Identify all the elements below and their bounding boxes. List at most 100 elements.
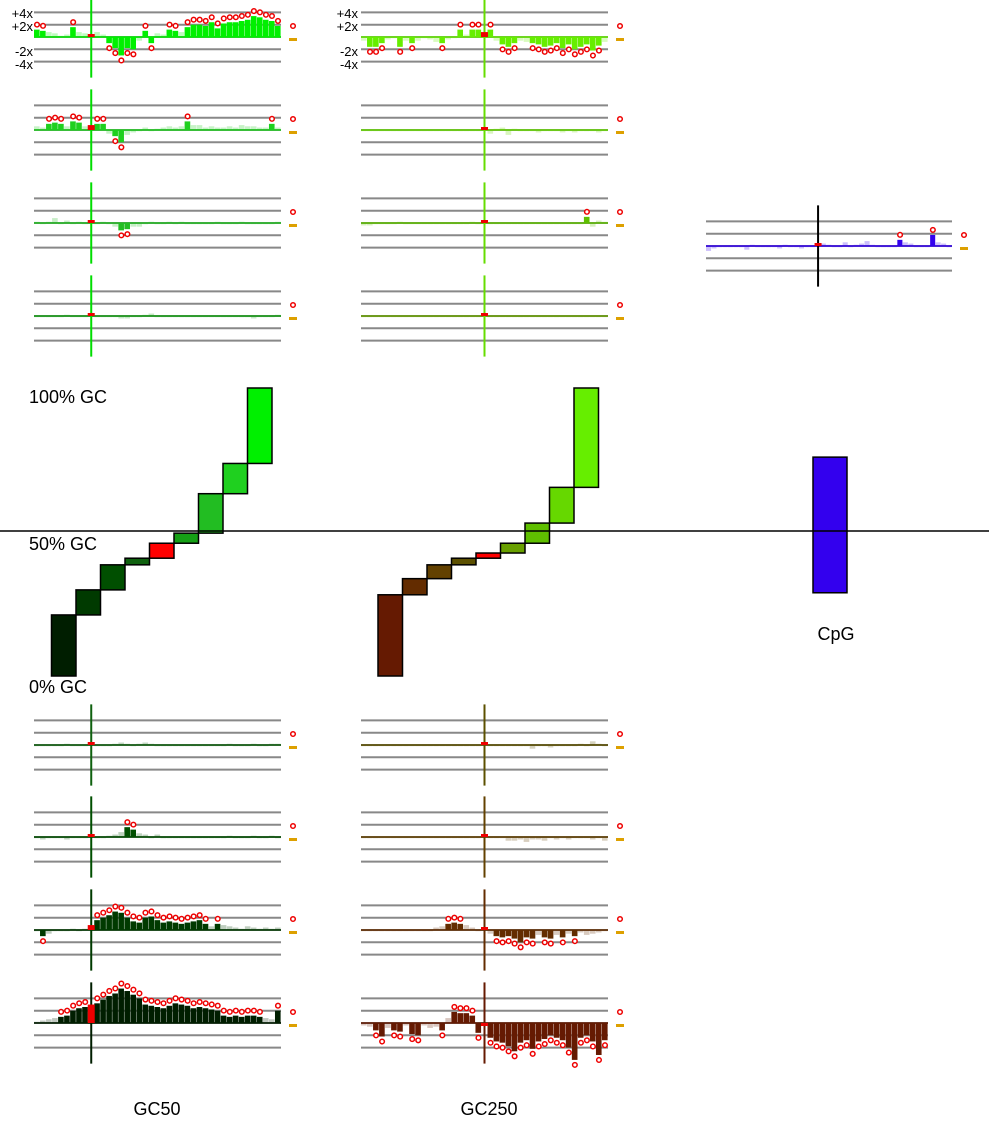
outlier-marker xyxy=(499,939,506,946)
outlier-marker xyxy=(220,15,227,22)
gc-bin-bar xyxy=(50,614,77,677)
data-bar xyxy=(142,834,149,837)
data-bar xyxy=(40,30,46,37)
outlier-marker xyxy=(589,52,596,59)
data-bar xyxy=(214,1010,221,1023)
data-bar xyxy=(46,32,52,37)
data-bar xyxy=(385,37,391,40)
data-bar xyxy=(232,1015,239,1023)
data-bar xyxy=(595,130,602,133)
data-bar xyxy=(256,127,263,130)
outlier-marker xyxy=(178,915,185,922)
sparkline-tracks xyxy=(33,0,968,1068)
data-bar xyxy=(842,242,848,246)
outlier-marker xyxy=(529,940,536,947)
data-bar xyxy=(589,741,596,745)
data-bar xyxy=(94,32,100,37)
data-bar xyxy=(112,911,118,930)
current-value-bar xyxy=(87,34,95,37)
outlier-marker xyxy=(118,980,125,987)
data-bar xyxy=(529,837,536,840)
data-bar xyxy=(124,37,130,49)
data-bar xyxy=(361,223,367,226)
outlier-marker xyxy=(511,940,518,947)
outlier-marker xyxy=(39,938,47,945)
outlier-marker xyxy=(571,938,578,945)
data-bar xyxy=(457,29,464,37)
outlier-marker xyxy=(499,1044,506,1051)
data-bar xyxy=(475,1023,482,1033)
data-bar xyxy=(196,24,203,37)
data-bar xyxy=(40,930,46,937)
outlier-marker xyxy=(208,1001,215,1008)
data-bar xyxy=(859,243,865,246)
cpg-track xyxy=(706,205,968,287)
data-bar xyxy=(583,37,590,45)
data-bar xyxy=(208,1009,215,1023)
data-bar xyxy=(274,25,281,37)
data-bar xyxy=(547,1023,554,1036)
summary-marker xyxy=(960,231,968,239)
data-bar xyxy=(595,1023,602,1055)
outlier-marker xyxy=(487,21,494,28)
data-bar xyxy=(100,34,106,37)
outlier-marker xyxy=(553,1039,560,1046)
current-value-bar xyxy=(481,1023,488,1026)
data-bar xyxy=(106,37,112,44)
data-bar xyxy=(601,837,608,841)
data-bar xyxy=(244,1015,251,1023)
data-bar xyxy=(118,988,124,1023)
outlier-marker xyxy=(70,19,77,26)
outlier-marker xyxy=(268,12,276,20)
outlier-marker xyxy=(100,991,107,998)
outlier-marker xyxy=(184,19,191,26)
data-bar xyxy=(445,1018,451,1023)
data-bar xyxy=(112,834,118,837)
current-value-bar xyxy=(481,313,488,316)
data-bar xyxy=(136,37,143,41)
data-bar xyxy=(64,837,70,840)
summary-marker xyxy=(616,915,624,923)
data-bar xyxy=(244,126,251,130)
data-bar xyxy=(908,243,914,246)
outlier-marker xyxy=(244,1007,251,1014)
current-value-bar xyxy=(481,220,488,223)
tick-label-plus2: +2x xyxy=(12,19,34,34)
data-bar xyxy=(415,1023,421,1036)
data-bar xyxy=(559,930,566,938)
data-bar xyxy=(451,1011,457,1023)
outlier-marker xyxy=(208,14,215,21)
outlier-marker xyxy=(130,913,137,920)
data-bar xyxy=(487,930,494,934)
outlier-marker xyxy=(33,21,41,28)
data-bar xyxy=(427,37,433,40)
outlier-marker xyxy=(202,915,209,922)
data-bar xyxy=(160,34,167,37)
outlier-marker xyxy=(100,909,107,916)
current-value-bar xyxy=(87,125,95,130)
outlier-marker xyxy=(457,915,464,922)
data-bar xyxy=(535,930,542,935)
data-bar xyxy=(154,33,161,37)
data-bar xyxy=(421,1023,427,1026)
outlier-marker xyxy=(366,48,374,55)
gc-bin-bar xyxy=(450,557,477,566)
lower-track xyxy=(361,704,624,786)
gc-bin-bar xyxy=(75,589,102,616)
data-bar xyxy=(130,37,137,50)
outlier-marker xyxy=(172,22,179,29)
data-bar xyxy=(154,1007,161,1023)
outlier-marker xyxy=(106,907,113,914)
current-value-bar xyxy=(814,243,822,246)
data-bar xyxy=(238,1016,245,1023)
upper-track xyxy=(34,182,297,264)
data-bar xyxy=(511,837,518,841)
lower-track xyxy=(34,889,297,971)
data-bar xyxy=(130,130,137,133)
data-bar xyxy=(577,37,584,47)
gc-bin-bar xyxy=(524,522,551,544)
outlier-marker xyxy=(505,938,512,945)
outlier-marker xyxy=(142,22,149,29)
data-bar xyxy=(148,37,155,44)
current-value-bar xyxy=(481,32,488,37)
